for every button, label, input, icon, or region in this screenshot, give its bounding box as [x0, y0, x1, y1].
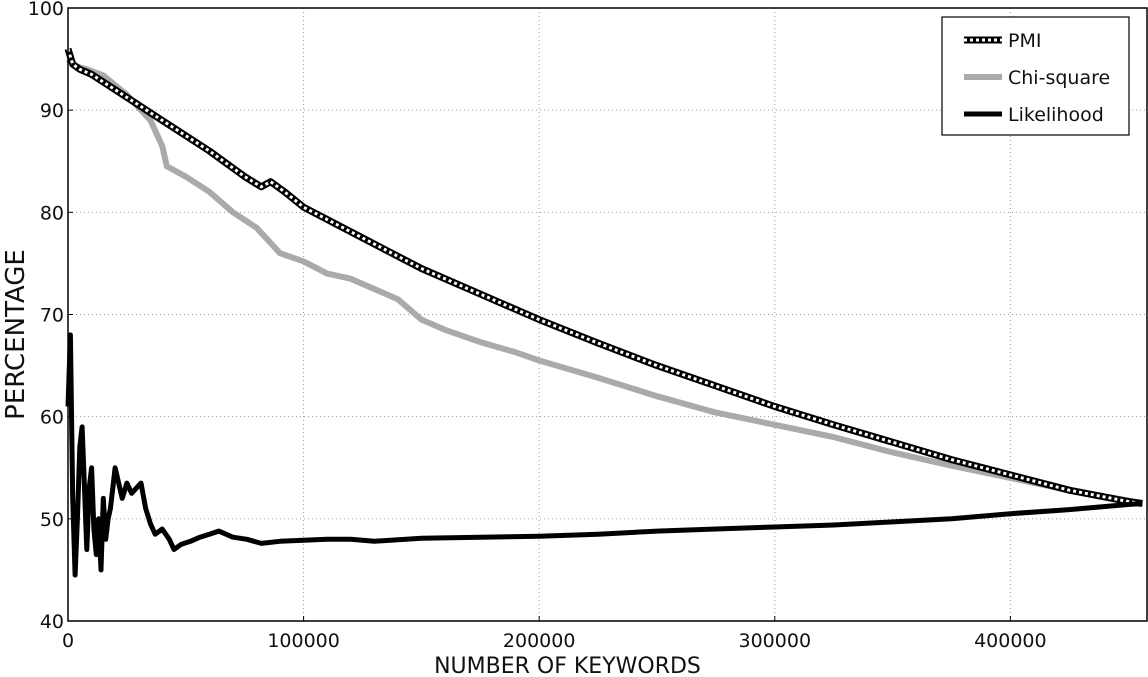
y-tick-label: 90 [40, 100, 64, 122]
series-likelihood [65, 332, 1143, 578]
y-tick-label: 60 [40, 407, 64, 429]
series-lines [64, 47, 1143, 578]
legend-item-likelihood: Likelihood [964, 104, 1104, 126]
series-line-likelihood [65, 332, 1143, 578]
x-tick-label: 100000 [267, 630, 340, 652]
series-line-chi-square [65, 56, 1143, 507]
x-tick-label: 200000 [503, 630, 576, 652]
legend-item-pmi: PMI [964, 30, 1041, 52]
y-tick-label: 100 [28, 0, 64, 20]
series-pmi [64, 47, 1143, 507]
x-tick-label: 300000 [739, 630, 812, 652]
y-tick-label: 70 [40, 305, 64, 327]
legend-label-pmi: PMI [1008, 30, 1041, 52]
y-tick-label: 40 [40, 611, 64, 633]
legend: PMI Chi-square Likelihood [941, 16, 1130, 136]
series-chi-square [65, 56, 1143, 507]
y-tick-label: 50 [40, 509, 64, 531]
legend-label-likelihood: Likelihood [1008, 104, 1104, 126]
legend-item-chi-square: Chi-square [964, 67, 1110, 89]
series-line-pmi-overlay [66, 48, 1143, 505]
legend-label-chi-square: Chi-square [1008, 67, 1110, 89]
y-tick-label: 80 [40, 202, 64, 224]
x-axis-title: NUMBER OF KEYWORDS [434, 654, 701, 677]
x-tick-label: 0 [62, 630, 74, 652]
x-tick-label: 400000 [974, 630, 1047, 652]
y-axis-title: PERCENTAGE [1, 249, 31, 420]
